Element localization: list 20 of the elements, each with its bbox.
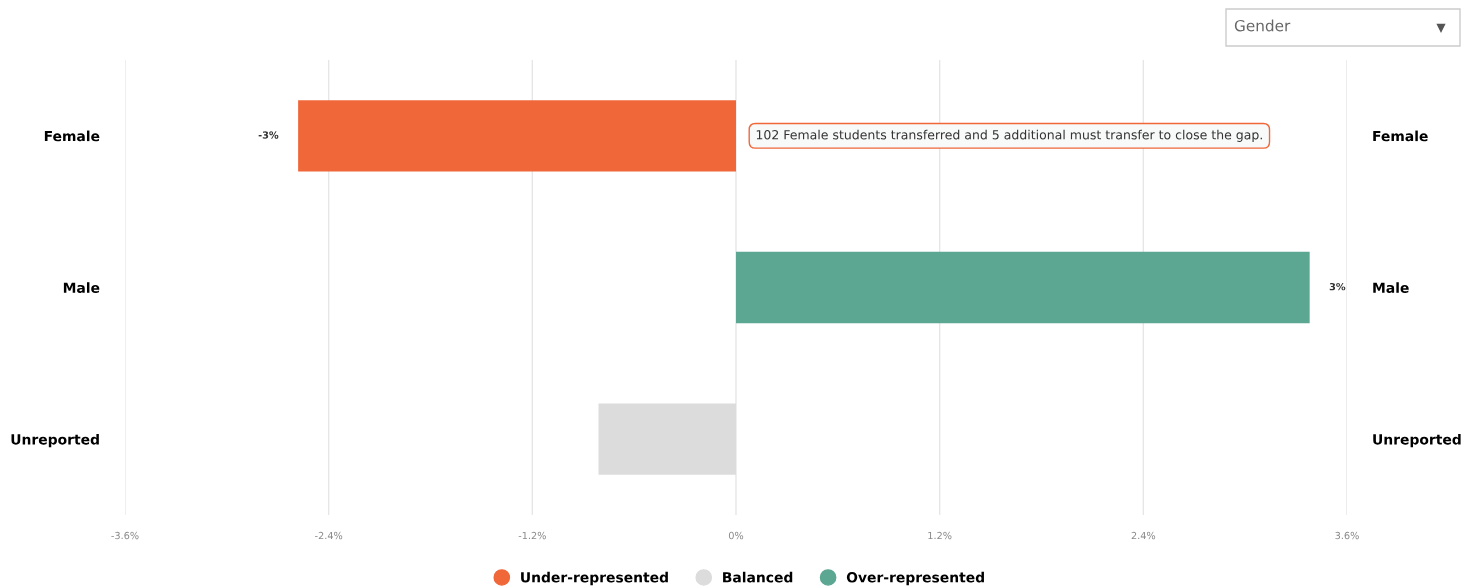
text: Gender bbox=[1234, 19, 1291, 32]
x-tick-label: -1.2% bbox=[518, 531, 546, 540]
legend-label: Over-represented bbox=[846, 571, 984, 586]
category-label: Unreported bbox=[1373, 433, 1461, 448]
annotation: 102 Female students transferred and 5 additional must transfer to close the gap. bbox=[756, 129, 1262, 142]
x-tick-label: 3.6% bbox=[1335, 531, 1359, 540]
y-tick-label: Female bbox=[44, 130, 100, 142]
x-tick-label: 1.2% bbox=[928, 531, 952, 540]
legend-label: Under-represented bbox=[521, 571, 668, 586]
data-label: -3% bbox=[258, 131, 279, 139]
y-tick-label: Male bbox=[63, 282, 100, 293]
category-label: Male bbox=[1373, 282, 1409, 293]
x-tick-label: -2.4% bbox=[315, 531, 343, 540]
x-tick-label: -3.6% bbox=[111, 531, 139, 540]
x-tick-label: 2.4% bbox=[1131, 531, 1156, 540]
data-label: 3% bbox=[1329, 282, 1346, 291]
legend-label: Balanced bbox=[723, 571, 793, 583]
y-tick-label: Unreported bbox=[11, 433, 99, 448]
category-label: Female bbox=[1373, 130, 1428, 142]
x-tick-label: 0% bbox=[728, 531, 744, 540]
